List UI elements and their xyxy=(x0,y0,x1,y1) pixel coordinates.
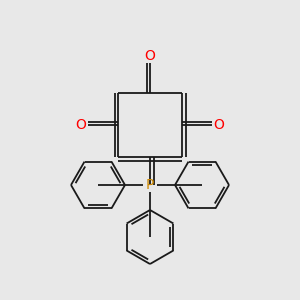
Text: O: O xyxy=(145,49,155,63)
Text: O: O xyxy=(76,118,86,132)
Text: P: P xyxy=(146,178,154,192)
Text: O: O xyxy=(214,118,224,132)
